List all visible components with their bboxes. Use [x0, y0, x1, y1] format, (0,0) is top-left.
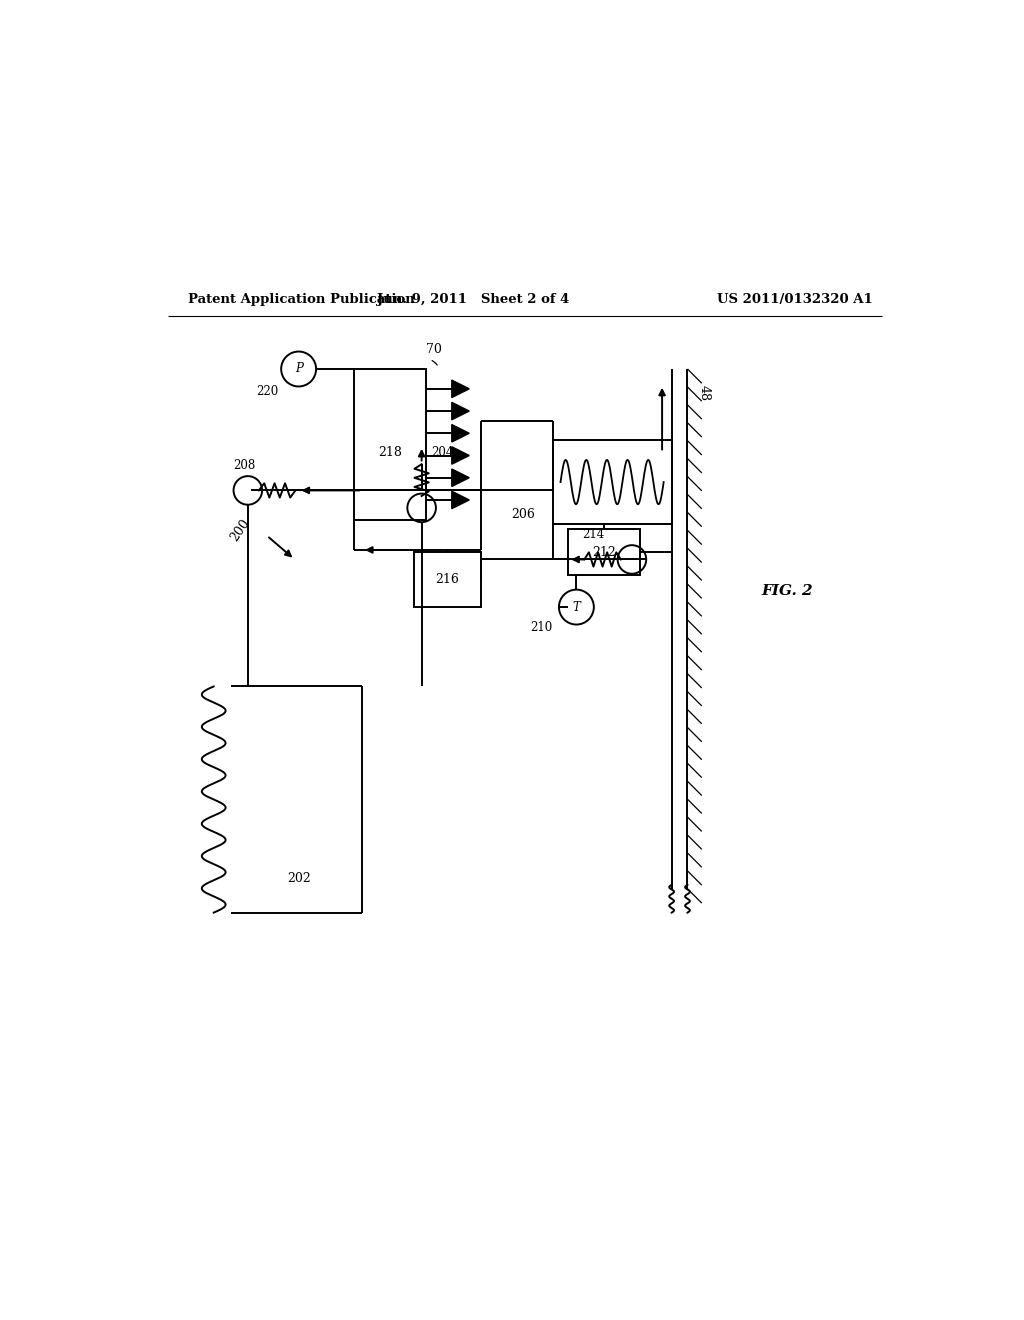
Text: 208: 208 [233, 459, 256, 473]
Polygon shape [452, 403, 469, 420]
Text: 210: 210 [530, 620, 553, 634]
Text: Patent Application Publication: Patent Application Publication [187, 293, 415, 306]
Text: 218: 218 [378, 446, 401, 459]
Bar [414, 552, 481, 607]
Polygon shape [452, 491, 469, 508]
Text: P: P [295, 363, 302, 375]
Text: 70: 70 [426, 342, 441, 355]
Text: T: T [572, 601, 581, 614]
Bar [354, 370, 426, 520]
Polygon shape [452, 425, 469, 442]
Bar [568, 529, 640, 576]
Text: 48: 48 [697, 385, 711, 401]
Polygon shape [452, 446, 469, 465]
Text: 204: 204 [431, 446, 454, 458]
Text: US 2011/0132320 A1: US 2011/0132320 A1 [717, 293, 872, 306]
Text: FIG. 2: FIG. 2 [761, 585, 812, 598]
Polygon shape [452, 380, 469, 397]
Text: 200: 200 [228, 516, 253, 544]
Text: Jun. 9, 2011   Sheet 2 of 4: Jun. 9, 2011 Sheet 2 of 4 [377, 293, 569, 306]
Polygon shape [452, 469, 469, 487]
Bar [553, 441, 672, 524]
Text: 202: 202 [287, 871, 310, 884]
Text: 220: 220 [257, 385, 279, 397]
Text: 206: 206 [511, 508, 536, 521]
Text: 214: 214 [582, 528, 604, 541]
Text: 212: 212 [592, 546, 616, 558]
Text: 216: 216 [435, 573, 460, 586]
